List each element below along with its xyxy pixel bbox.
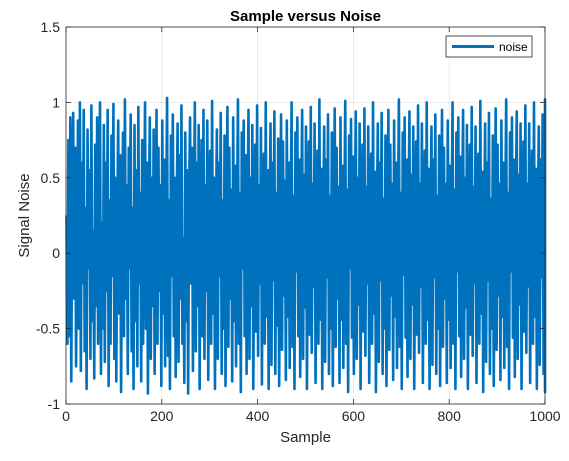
x-axis-label: Sample [280,429,331,446]
x-tick-label: 600 [342,408,366,424]
y-tick-label: 0.5 [41,170,61,186]
x-ticks: 0 200 400 600 800 1000 [62,27,561,424]
y-tick-label: -1 [48,396,61,412]
y-tick-label: 0 [52,245,60,261]
x-tick-label: 200 [150,408,174,424]
legend: noise [445,35,533,58]
y-tick-label: 1.5 [41,19,61,35]
x-tick-label: 0 [62,408,70,424]
y-tick-label: -0.5 [36,321,60,337]
chart-title: Sample versus Noise [230,8,381,25]
x-tick-label: 1000 [529,408,560,424]
axes-box [65,26,546,405]
legend-label-noise: noise [499,40,528,54]
x-tick-label: 800 [438,408,462,424]
y-tick-label: 1 [52,94,60,110]
y-axis-label: Signal Noise [16,173,33,257]
x-tick-label: 400 [246,408,270,424]
y-ticks: -1 -0.5 0 0.5 1 1.5 [36,19,545,412]
